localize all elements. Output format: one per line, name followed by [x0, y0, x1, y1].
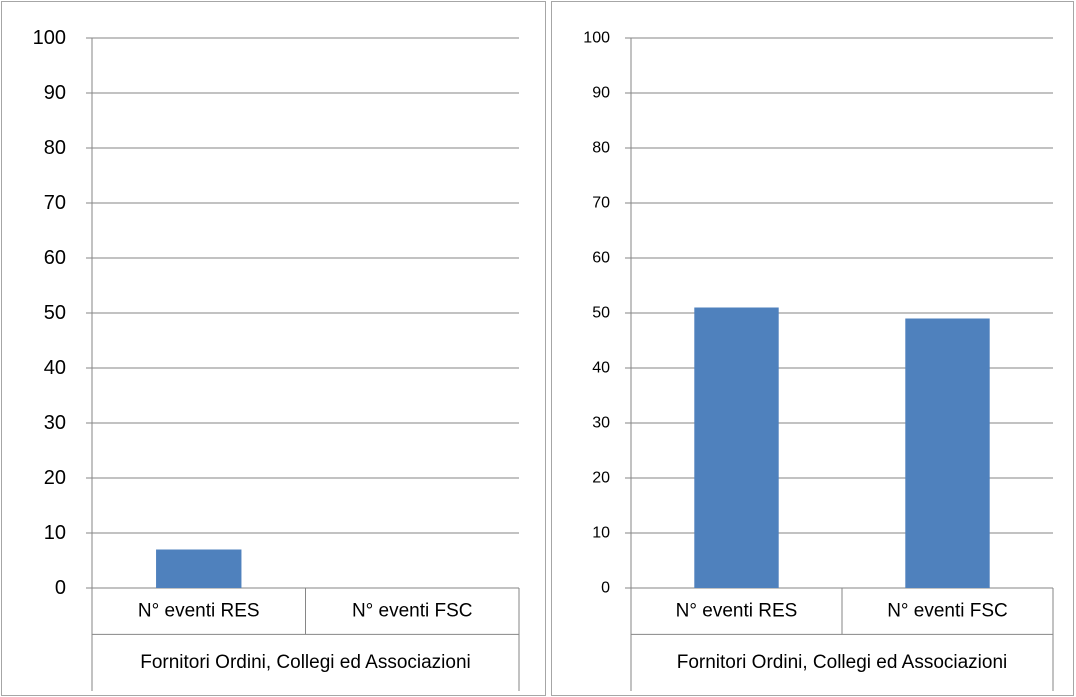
y-tick-label: 80 [44, 137, 66, 159]
right-panel-border [551, 1, 1074, 696]
category-label: N° eventi FSC [887, 601, 1008, 622]
group-label: Fornitori Ordini, Collegi ed Associazion… [140, 652, 471, 673]
y-tick-label: 10 [592, 525, 610, 542]
y-tick-label: 90 [44, 82, 66, 104]
y-tick-label: 90 [592, 85, 610, 102]
bar-fsc [905, 318, 990, 588]
y-tick-label: 20 [44, 467, 66, 489]
group-label: Fornitori Ordini, Collegi ed Associazion… [677, 652, 1008, 673]
right-chart: 0 10 20 30 40 50 60 70 80 90 100 N° eventi RES N° ev… [583, 30, 1054, 691]
y-tick-label: 100 [33, 27, 66, 49]
left-panel-border [1, 1, 546, 696]
y-tick-label: 30 [44, 412, 66, 434]
y-tick-label: 60 [592, 250, 610, 267]
y-tick-label: 70 [592, 195, 610, 212]
y-tick-label: 0 [55, 577, 66, 599]
y-tick-label: 10 [44, 522, 66, 544]
y-tick-label: 70 [44, 192, 66, 214]
y-tick-label: 100 [583, 30, 610, 47]
category-label: N° eventi FSC [352, 601, 473, 622]
left-chart: 0 10 20 30 40 50 60 70 80 90 100 N° eventi RES N° ev… [33, 27, 520, 691]
y-tick-label: 50 [44, 302, 66, 324]
bar-res [156, 549, 242, 588]
category-label: N° eventi RES [676, 601, 798, 622]
y-tick-label: 50 [592, 305, 610, 322]
y-tick-label: 0 [601, 580, 610, 597]
y-tick-label: 40 [44, 357, 66, 379]
bar-res [694, 307, 779, 588]
category-label: N° eventi RES [138, 601, 260, 622]
y-tick-label: 60 [44, 247, 66, 269]
y-tick-label: 80 [592, 140, 610, 157]
y-tick-label: 40 [592, 360, 610, 377]
y-tick-label: 30 [592, 415, 610, 432]
y-tick-label: 20 [592, 470, 610, 487]
